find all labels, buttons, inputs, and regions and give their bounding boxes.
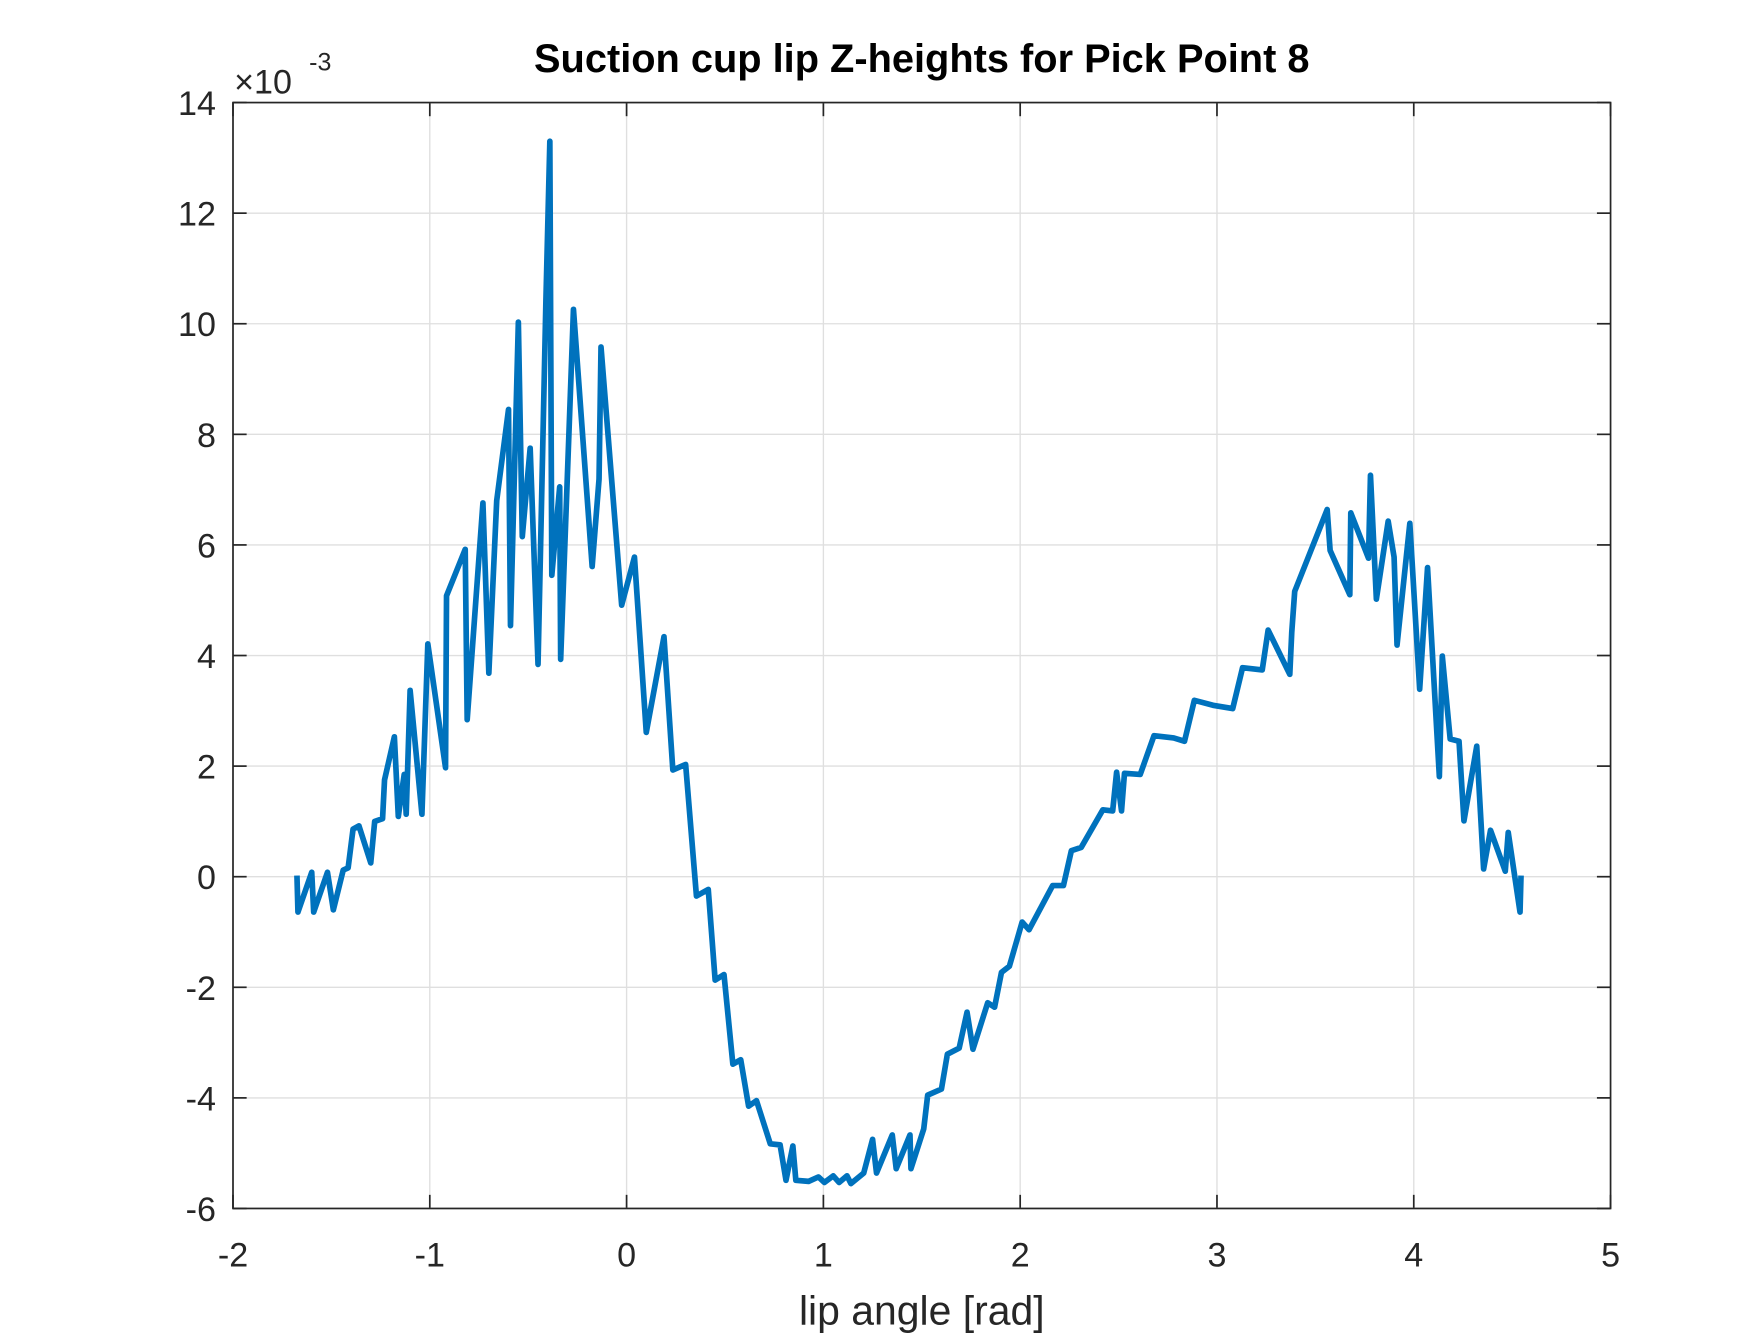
y-tick-label: 2 — [197, 749, 216, 787]
y-tick-label: 12 — [178, 196, 216, 234]
y-tick-label: -4 — [186, 1080, 216, 1118]
x-tick-label: 0 — [617, 1236, 636, 1274]
y-tick-label: 10 — [178, 306, 216, 344]
y-tick-label: 14 — [178, 85, 216, 123]
x-tick-label: 5 — [1601, 1236, 1620, 1274]
y-multiplier: ×10 — [234, 63, 292, 101]
x-tick-label: 2 — [1011, 1236, 1030, 1274]
y-tick-label: 4 — [197, 638, 216, 676]
plot-area — [294, 138, 1524, 1187]
y-tick-label: 8 — [197, 417, 216, 455]
x-axis-label: lip angle [rad] — [799, 1287, 1045, 1333]
x-tick-label: -1 — [415, 1236, 445, 1274]
x-tick-label: 1 — [814, 1236, 833, 1274]
axes-box — [232, 101, 1612, 1210]
x-tick-label: 3 — [1207, 1236, 1226, 1274]
x-tick-label: 4 — [1404, 1236, 1423, 1274]
data-line — [294, 138, 1524, 1187]
y-multiplier-exponent: -3 — [309, 49, 331, 77]
y-tick-label: 0 — [197, 859, 216, 897]
chart-title: Suction cup lip Z-heights for Pick Point… — [534, 37, 1309, 81]
y-tick-label: -2 — [186, 970, 216, 1008]
y-tick-label: -6 — [186, 1191, 216, 1229]
x-tick-label: -2 — [218, 1236, 248, 1274]
y-tick-label: 6 — [197, 527, 216, 565]
